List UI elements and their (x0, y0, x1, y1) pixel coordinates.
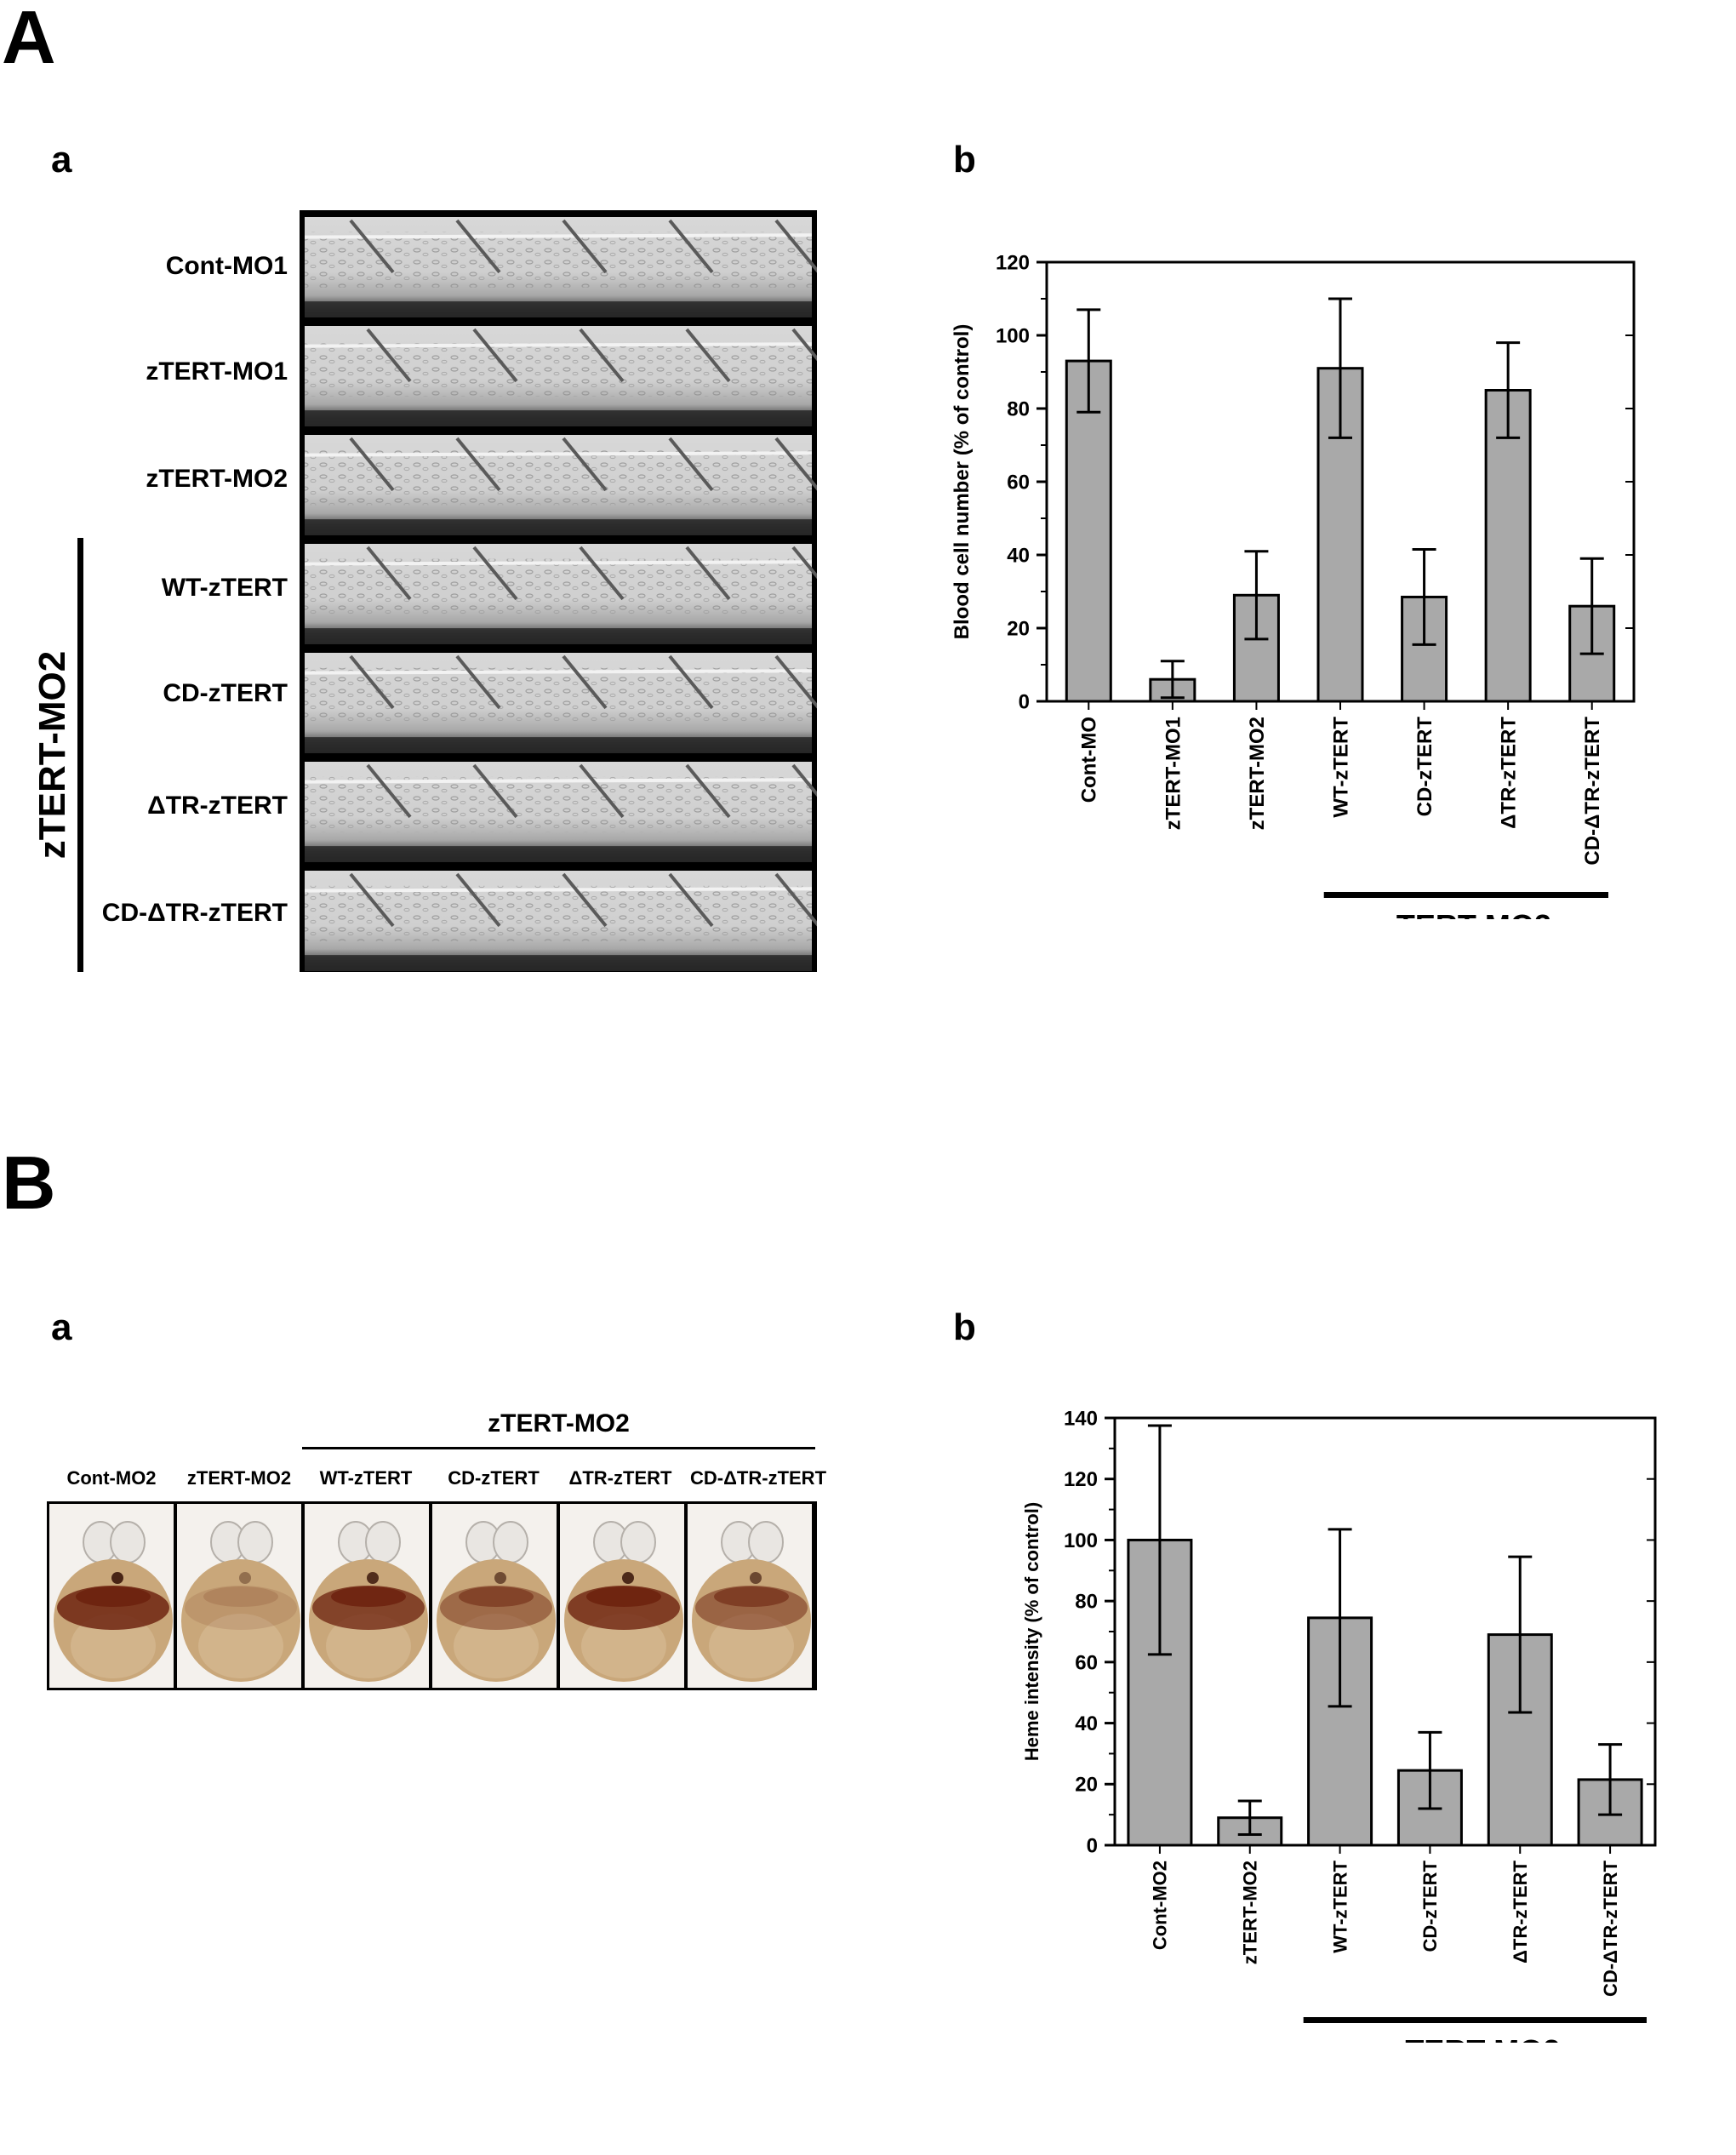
embryo-label-wt-ztert: WT-zTERT (319, 1467, 413, 1489)
chart-b-xtick-label-wt-ztert: WT-zTERT (1329, 1860, 1351, 1952)
embryo-label-cd-ztert: CD-zTERT (448, 1467, 540, 1489)
chart-b-plot-frame (1113, 1416, 1657, 1847)
chart-a-xtick-label-cd-tr-ztert: CD-ΔTR-zTERT (1581, 717, 1604, 866)
chart-a-xtick-label-wt-ztert: WT-zTERT (1329, 717, 1352, 818)
embryo-group-label: zTERT-MO2 (488, 1409, 630, 1438)
chart-b-ytick-label: 20 (1075, 1774, 1098, 1797)
chart-b-ylabel: Heme intensity (% of control) (1021, 1502, 1042, 1761)
chart-a-ytick-label: 40 (1007, 544, 1030, 567)
chart-b-xtick-label-tr-ztert: ΔTR-zTERT (1510, 1860, 1531, 1963)
chart-a-ylabel: Blood cell number (% of control) (951, 324, 974, 640)
embryo-group-line (302, 1447, 815, 1449)
embryo-image (177, 1504, 301, 1688)
chart-b-ytick-label: 40 (1075, 1712, 1098, 1735)
chart-a-ytick-label: 60 (1007, 471, 1030, 494)
chart-a-group-label: zTERT-MO2 (1381, 908, 1551, 919)
micrograph-strip (304, 326, 837, 426)
chart-A-b: 0 20 40 60 80 100 120 Blood cell number (% of c… (951, 251, 1636, 919)
micrograph-stack (300, 210, 837, 972)
panel-A-b-letter: b (953, 139, 976, 180)
micrograph-strip (304, 217, 820, 317)
embryo-image (49, 1504, 174, 1688)
chart-a-xtick-label-cd-ztert: CD-zTERT (1413, 717, 1436, 817)
row-label-cont-mo1: Cont-MO1 (165, 252, 288, 280)
row-label-dtr-ztert: ΔTR-zTERT (147, 792, 288, 820)
chart-a-ytick-label: 20 (1007, 617, 1030, 640)
chart-b-group-line (1303, 2017, 1647, 2023)
panel-A-a-letter: a (51, 139, 72, 180)
embryo-image (560, 1504, 684, 1688)
chart-a-xtick-label-ztert-mo2: zTERT-MO2 (1246, 717, 1269, 830)
chart-b-ytick-label: 80 (1075, 1591, 1098, 1614)
micrograph-strip (304, 544, 837, 644)
chart-a-xtick-label-tr-ztert: ΔTR-zTERT (1498, 717, 1521, 829)
chart-b-xtick-label-cd-ztert: CD-zTERT (1419, 1860, 1441, 1952)
group-bracket-line (77, 538, 83, 972)
row-label-cd-ztert: CD-zTERT (163, 679, 288, 707)
embryo-image (688, 1504, 812, 1688)
micrograph-strip (304, 871, 820, 971)
chart-b-xtick-label-cd-tr-ztert: CD-ΔTR-zTERT (1600, 1860, 1621, 1997)
row-label-wt-ztert: WT-zTERT (161, 574, 288, 602)
embryo-image-row (47, 1501, 817, 1690)
panel-letter-B: B (2, 1140, 56, 1225)
embryo-label-dtr-ztert: ΔTR-zTERT (568, 1467, 672, 1489)
chart-b-xtick-label-ztert-mo2: zTERT-MO2 (1239, 1861, 1260, 1964)
chart-b-ytick-label: 100 (1064, 1529, 1098, 1552)
micrograph-strip (304, 653, 820, 753)
chart-B-b: 0 20 40 60 80 100 120 140 Heme intensity (% of c… (1021, 1407, 1657, 2043)
group-label-ztert-mo2-vertical: zTERT-MO2 (31, 650, 73, 860)
chart-a-ytick-label: 120 (996, 251, 1030, 274)
group-label-container: zTERT-MO2 (0, 538, 106, 972)
micrograph-strip (304, 435, 820, 535)
panel-B-a-letter: a (51, 1306, 72, 1348)
chart-b-bar-cont-mo2 (1127, 1538, 1193, 1847)
chart-a-ytick-label: 100 (996, 324, 1030, 347)
chart-a-xtick-label-ztert-mo1: zTERT-MO1 (1162, 717, 1185, 830)
embryo-label-cd-dtr-ztert: CD-ΔTR-zTERT (690, 1467, 827, 1489)
row-label-cd-dtr-ztert: CD-ΔTR-zTERT (101, 899, 288, 927)
chart-a-xtick-label-cont-mo: Cont-MO (1078, 717, 1101, 803)
embryo-label-ztert-mo2: zTERT-MO2 (186, 1467, 292, 1489)
panel-B-b-letter: b (953, 1306, 976, 1348)
chart-a-bar-cont-mo (1065, 359, 1112, 703)
chart-b-ytick-label: 120 (1064, 1468, 1098, 1491)
row-label-ztert-mo1: zTERT-MO1 (146, 357, 288, 386)
chart-b-ytick-label: 140 (1064, 1407, 1098, 1430)
chart-b-xtick-label-cont-mo2: Cont-MO2 (1150, 1861, 1171, 1950)
embryo-image (305, 1504, 429, 1688)
row-label-ztert-mo2: zTERT-MO2 (146, 465, 288, 493)
chart-a-group-line (1323, 892, 1608, 898)
chart-a-bar-tr-ztert (1484, 389, 1532, 703)
micrograph-stack-svg (304, 217, 837, 971)
chart-a-ytick-label: 0 (1019, 690, 1030, 713)
chart-a-ytick-label: 80 (1007, 397, 1030, 420)
panel-letter-A: A (2, 0, 56, 79)
chart-b-ytick-label: 60 (1075, 1651, 1098, 1674)
embryo-image (432, 1504, 557, 1688)
micrograph-strip (304, 762, 837, 862)
chart-b-ytick-label: 0 (1087, 1834, 1098, 1857)
chart-b-group-label: zTERT-MO2 (1390, 2033, 1560, 2043)
embryo-label-cont-mo2: Cont-MO2 (66, 1467, 157, 1489)
